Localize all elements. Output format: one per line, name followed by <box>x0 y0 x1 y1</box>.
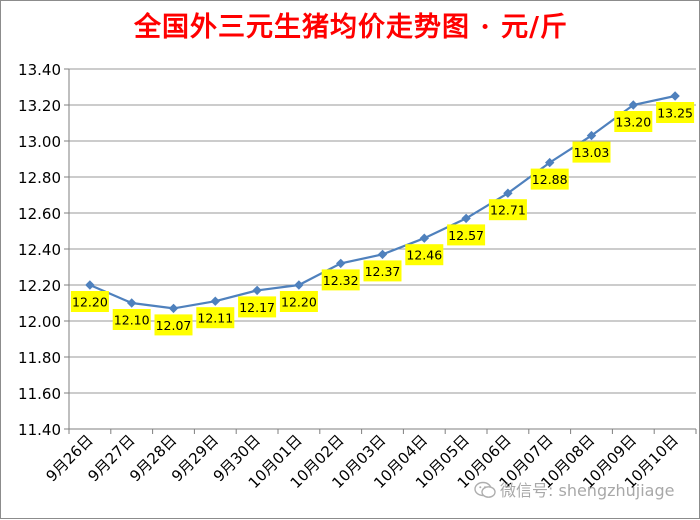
data-label-bg <box>530 168 569 190</box>
data-label: 12.20 <box>72 295 108 310</box>
data-label: 12.10 <box>114 313 150 328</box>
data-point <box>419 233 430 243</box>
data-point <box>210 296 221 306</box>
data-label: 13.03 <box>574 145 610 160</box>
data-label-bg <box>112 309 151 330</box>
data-point <box>377 249 388 260</box>
data-label-bg <box>614 111 653 132</box>
data-point <box>126 298 137 308</box>
axes <box>64 68 697 434</box>
wechat-icon <box>474 481 496 498</box>
data-label: 12.07 <box>156 318 192 333</box>
y-tick-labels: 11.40 11.60 11.80 12.00 12.20 12.40 12.60 12.80… <box>18 61 61 439</box>
y-tick-label: 13.00 <box>18 133 61 151</box>
data-label-bg <box>279 291 318 312</box>
data-point <box>335 258 346 269</box>
data-point <box>294 280 304 290</box>
data-label-bg <box>363 260 402 282</box>
data-point <box>461 213 471 224</box>
data-label-bg <box>70 291 109 312</box>
data-label: 12.32 <box>323 273 359 288</box>
chart-title: 全国外三元生猪均价走势图 · 元/斤 <box>133 12 569 43</box>
y-tick-label: 12.80 <box>18 169 61 187</box>
data-label-bg <box>488 199 527 221</box>
data-point <box>586 130 597 141</box>
data-label-bg <box>572 141 611 163</box>
data-label: 12.11 <box>197 311 233 326</box>
data-point <box>252 285 262 296</box>
y-tick-label: 11.60 <box>18 385 61 403</box>
data-label: 12.57 <box>448 228 484 243</box>
data-point <box>544 157 555 168</box>
y-tick-label: 12.20 <box>18 277 61 295</box>
data-point <box>85 280 95 290</box>
data-label: 12.71 <box>490 203 526 218</box>
data-label: 13.20 <box>615 115 651 130</box>
data-point <box>670 91 680 101</box>
y-tick-label: 13.40 <box>18 61 61 79</box>
data-label-bg <box>447 224 486 246</box>
data-label-bg <box>321 269 360 291</box>
data-points <box>85 91 680 314</box>
data-point <box>168 303 179 314</box>
y-tick-label: 12.40 <box>18 241 61 259</box>
data-label-bg <box>656 102 695 123</box>
data-label-bg <box>154 314 193 336</box>
data-label: 12.17 <box>239 300 275 315</box>
data-labels: 12.20 12.10 12.07 12.11 12.17 12.20 12.32 12.37… <box>70 102 695 336</box>
data-point <box>628 100 639 110</box>
y-tick-label: 12.00 <box>18 313 61 331</box>
data-label: 12.88 <box>532 172 568 187</box>
data-label-bg <box>238 296 277 318</box>
y-tick-label: 12.60 <box>18 205 61 223</box>
data-label: 12.46 <box>406 248 442 263</box>
y-tick-label: 11.40 <box>18 421 61 439</box>
gridlines <box>69 68 696 394</box>
y-tick-label: 13.20 <box>18 97 61 115</box>
data-label: 12.37 <box>365 264 401 279</box>
data-label: 13.25 <box>657 106 693 121</box>
data-label-bg <box>196 307 235 329</box>
data-label: 12.20 <box>281 295 317 310</box>
watermark-text: 微信号: shengzhujiage <box>500 481 675 500</box>
y-tick-label: 11.80 <box>18 349 61 367</box>
watermark: 微信号: shengzhujiage <box>474 477 674 501</box>
data-label-bg <box>405 244 444 266</box>
data-point <box>503 188 513 198</box>
